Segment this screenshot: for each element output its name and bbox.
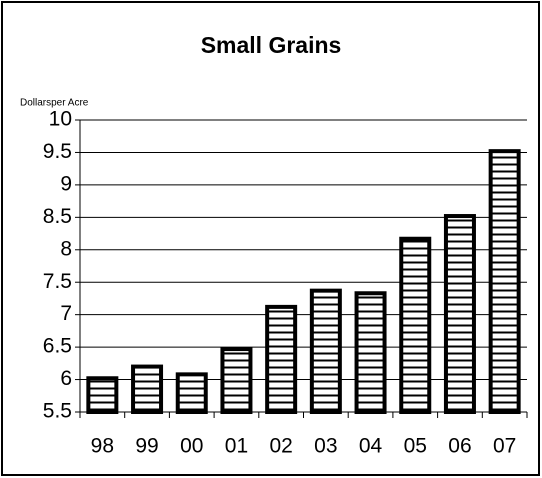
x-tick-label: 00 xyxy=(180,435,203,458)
bar xyxy=(354,291,387,414)
bar xyxy=(175,372,208,414)
bar xyxy=(488,149,521,414)
y-tick-label: 9 xyxy=(60,172,72,195)
y-tick-label: 5.5 xyxy=(43,400,72,423)
y-axis-label: Dollarsper Acre xyxy=(20,98,89,109)
chart-title: Small Grains xyxy=(201,32,342,58)
bar xyxy=(265,304,298,415)
bar xyxy=(399,236,432,414)
bar xyxy=(220,347,253,414)
bar xyxy=(131,364,164,415)
x-tick-label: 07 xyxy=(493,435,516,458)
x-tick-label: 01 xyxy=(225,435,248,458)
y-tick-label: 8 xyxy=(60,237,72,260)
y-tick-label: 9.5 xyxy=(43,140,72,163)
x-tick-label: 02 xyxy=(269,435,292,458)
y-tick-label: 7 xyxy=(60,302,72,325)
y-tick-label: 6.5 xyxy=(43,335,72,358)
y-tick-label: 6 xyxy=(60,367,72,390)
bar xyxy=(443,214,476,414)
x-tick-label: 99 xyxy=(135,435,158,458)
x-tick-label: 04 xyxy=(359,435,383,458)
x-tick-label: 06 xyxy=(448,435,471,458)
x-tick-label: 98 xyxy=(91,435,114,458)
bar xyxy=(309,288,342,414)
x-tick-label: 03 xyxy=(314,435,337,458)
y-tick-label: 8.5 xyxy=(43,205,72,228)
y-tick-label: 7.5 xyxy=(43,270,72,293)
bar xyxy=(86,376,119,415)
x-tick-label: 05 xyxy=(404,435,427,458)
y-tick-label: 10 xyxy=(49,108,72,131)
